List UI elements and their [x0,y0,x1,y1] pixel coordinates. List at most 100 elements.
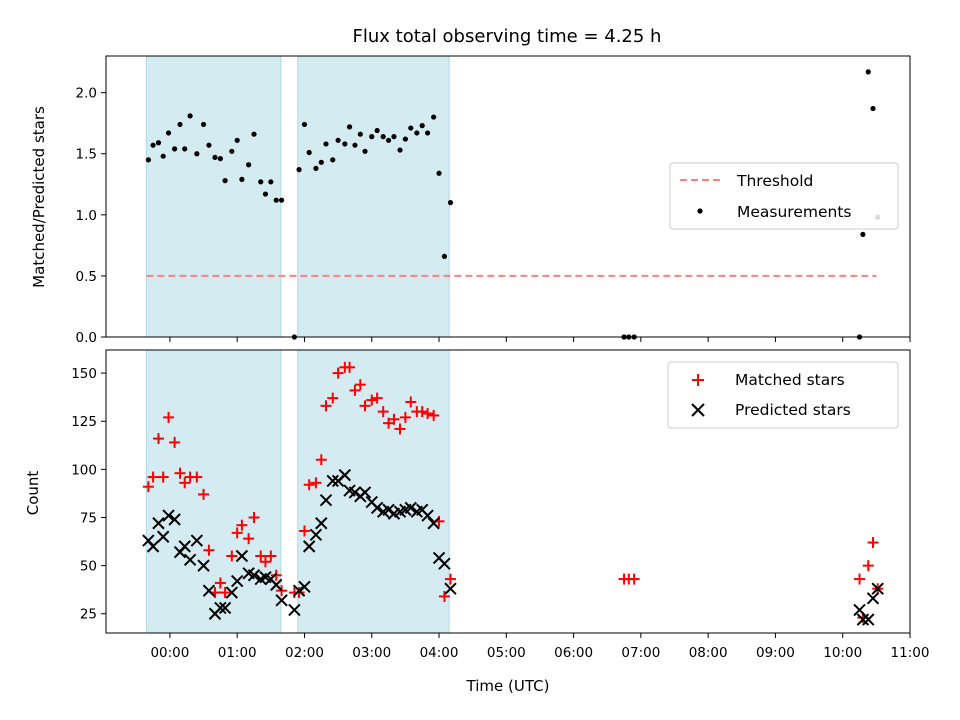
matched-star-point [293,587,305,599]
measurement-point [234,137,240,143]
bottom-panel: 25 50 75 100 125 150 00:00 01:00 02:00 03:00 04:0… [24,349,929,695]
predicted-star-point [247,569,261,582]
bottom-y-axis-label: Count [24,471,42,516]
predicted-star-point [444,582,457,595]
shaded-interval [297,55,450,338]
predicted-star-point [218,601,232,615]
matched-star-point [203,544,215,556]
predicted-star-point [382,503,395,516]
predicted-star-point [292,584,306,597]
measurement-point [357,131,363,137]
shaded-interval [145,55,282,338]
predicted-star-point [370,501,384,515]
measurement-point [239,176,245,182]
matched-star-point [438,590,450,602]
x-tick-label: 09:00 [756,645,795,661]
bottom-legend[interactable]: Matched stars Predicted stars [667,361,899,429]
predicted-star-point [197,559,210,572]
top-panel: 0.00.51.01.52.0 Matched/Predicted stars … [30,55,911,346]
matched-star-point [854,573,866,585]
matched-star-point [226,550,238,562]
matched-star-point [394,423,406,435]
measurement-point [194,151,200,157]
predicted-star-point [298,580,311,594]
predicted-star-point [162,509,175,522]
matched-star-point [388,413,400,425]
matched-star-point [320,400,332,412]
y-tick-label: 0.5 [76,269,97,285]
measurement-point [335,137,341,143]
matched-star-point [366,394,378,406]
predicted-star-point [856,613,870,626]
predicted-star-point [866,592,880,605]
matched-star-point [236,519,248,531]
measurement-point [279,197,285,203]
predicted-star-point [438,557,451,570]
matched-star-point [349,384,361,396]
measurement-point [145,157,151,163]
measurement-point [441,253,448,259]
measurement-point [177,121,183,128]
matched-legend-label: Matched stars [735,371,845,389]
matched-star-point [428,409,440,421]
measurement-point [408,125,414,131]
x-tick-label: 05:00 [487,645,526,661]
measurement-point [391,134,397,140]
top-legend[interactable]: Threshold Measurements [669,162,899,230]
measurement-point [870,105,876,112]
matched-legend-swatch [692,374,704,386]
matched-star-point [191,471,203,483]
predicted-star-point [156,530,170,543]
y-tick-label: 1.5 [76,147,97,163]
measurement-point [222,178,228,184]
measurement-point [306,149,312,156]
measurement-point [155,140,162,146]
x-tick-label: 06:00 [554,645,593,661]
matched-star-point [422,408,434,420]
matched-star-point [259,556,271,568]
top-shaded-intervals [145,55,450,338]
measurement-point [362,148,368,154]
predicted-star-point [315,517,328,530]
matched-star-point [276,585,288,597]
x-tick-label: 02:00 [285,645,324,661]
matched-star-point [399,411,411,423]
matched-star-point [265,550,277,562]
matched-star-point [243,533,255,545]
predicted-star-point [871,582,884,595]
matched-star-point [310,477,322,489]
measurement-point [436,170,442,176]
measurement-point [268,179,274,185]
measurement-point [165,130,172,136]
matched-star-point [298,525,310,537]
top-y-axis-label: Matched/Predicted stars [30,106,48,288]
matched-star-point [169,436,181,448]
predicted-star-point [152,517,165,530]
predicted-star-point [853,603,866,617]
y-tick-label: 2.0 [76,86,97,102]
bottom-axes-frame [105,349,911,634]
matched-star-point [315,454,327,466]
predicted-star-point [338,468,352,482]
x-tick-label: 03:00 [352,645,391,661]
matched-star-point [327,392,339,404]
shaded-interval [297,349,450,634]
predicted-legend-label: Predicted stars [735,401,851,419]
measurement-point [273,197,279,203]
measurement-point [431,114,437,120]
x-tick-label: 10:00 [823,645,862,661]
top-legend-box [669,162,899,230]
predicted-star-point [427,517,440,530]
matched-star-point [255,550,267,562]
measurement-point [301,121,308,128]
top-y-ticks: 0.0 0.5 1.0 1.5 2.0 [76,86,106,346]
measurement-point [419,123,425,129]
measurement-point [346,124,353,130]
measurement-point [251,131,257,137]
measurement-point [369,134,375,140]
predicted-star-point [302,540,316,553]
predicted-star-point [326,474,339,488]
measurement-point [246,162,252,168]
matched-star-point [628,573,640,585]
